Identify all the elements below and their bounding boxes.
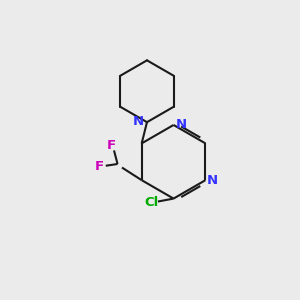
Text: N: N [176,118,187,131]
Text: Cl: Cl [144,196,159,209]
Text: F: F [95,160,104,173]
Text: N: N [133,115,144,128]
Text: F: F [107,139,116,152]
Text: N: N [207,174,218,187]
